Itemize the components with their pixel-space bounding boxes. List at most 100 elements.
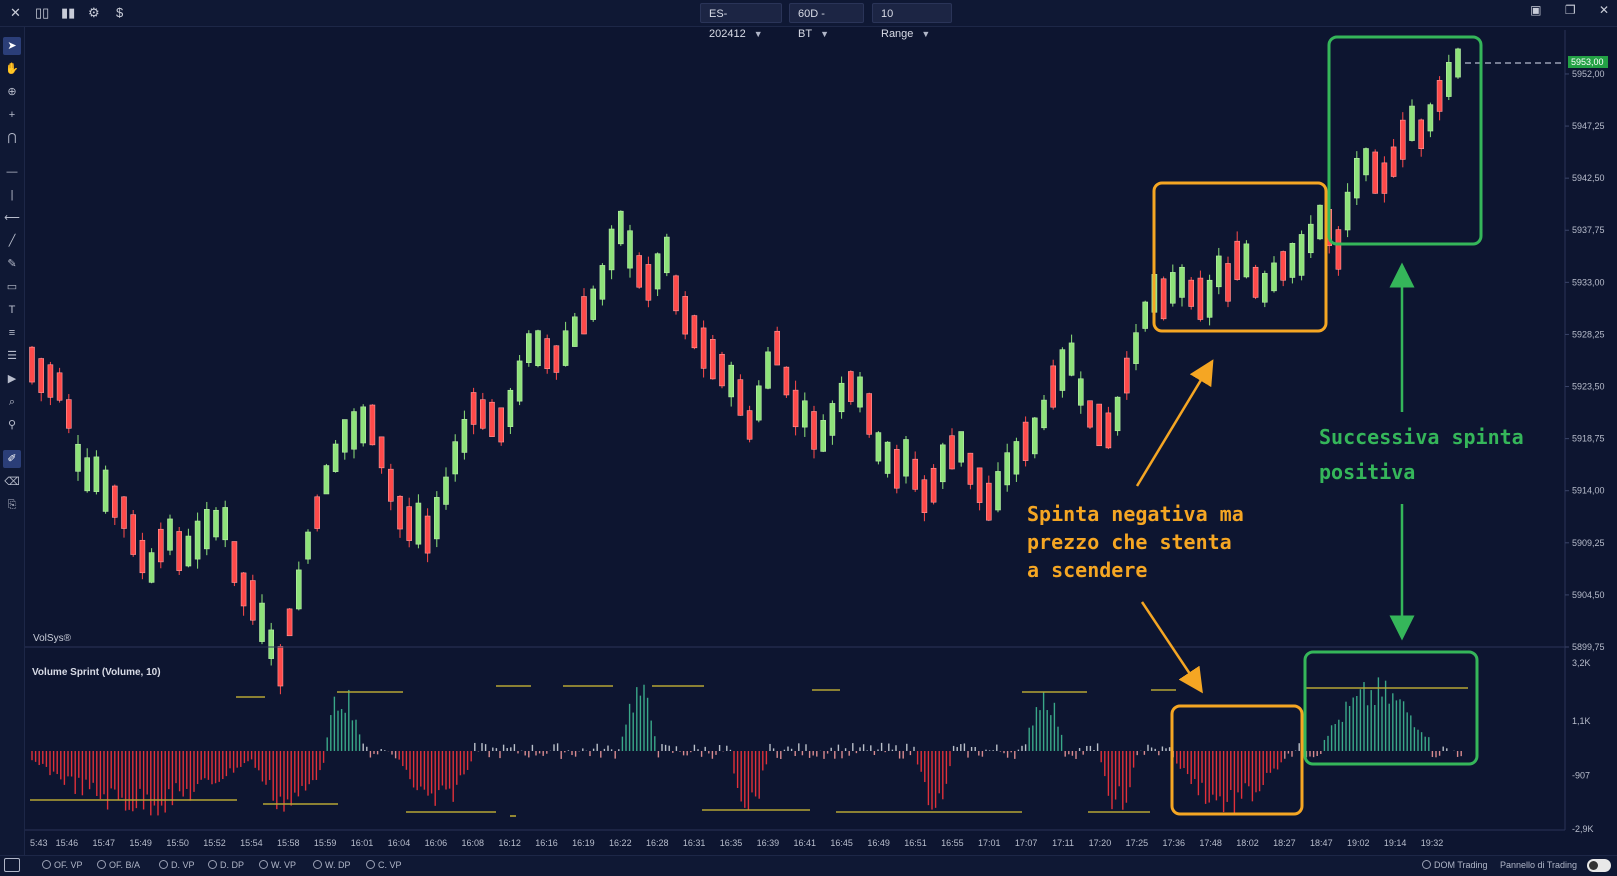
volume-tick-label: -2,9K: [1572, 824, 1594, 834]
bull-candle: [535, 330, 541, 366]
bear-candle: [636, 255, 643, 288]
horizontal-line-icon[interactable]: —: [6, 166, 18, 178]
bear-candle: [1022, 421, 1029, 461]
option-w-vp[interactable]: W. VP: [259, 860, 296, 870]
bear-candle: [121, 496, 127, 529]
drawing-toolbar: ➤ ✋ ⊕ + ⋂ — | ⟵ ╱ ✎ ▭ T ≡ ☰ ▶ ⌕ ⚲ ✐ ⌫ ⎘: [0, 27, 25, 855]
bear-candle: [553, 345, 560, 373]
bull-candle: [1032, 417, 1038, 455]
option-label: D. DP: [220, 860, 245, 870]
menu-icon[interactable]: ☰: [7, 350, 17, 362]
option-label: W. DP: [325, 860, 351, 870]
bear-candle: [277, 646, 284, 687]
option-w-dp[interactable]: W. DP: [313, 860, 351, 870]
symbol-dropdown[interactable]: ES-202412 ▼: [700, 3, 782, 40]
volume-tick-label: 1,1K: [1572, 716, 1591, 726]
time-tick-label: 15:50: [166, 838, 189, 848]
bull-candle: [525, 333, 532, 363]
bear-candle: [1252, 266, 1259, 298]
price-tick-label: 5928,25: [1572, 329, 1605, 339]
trend-line-icon[interactable]: ╱: [8, 235, 16, 247]
price-tick-label: 5909,25: [1572, 538, 1605, 548]
option-d-vp[interactable]: D. VP: [159, 860, 195, 870]
green-box-volume: [1303, 650, 1479, 766]
bull-candle: [332, 443, 339, 472]
timeframe-dropdown[interactable]: 60D - BT ▼: [789, 3, 864, 40]
scan-icon[interactable]: ⌕: [8, 396, 16, 408]
magnet-icon[interactable]: ⋂: [7, 132, 17, 144]
bear-candle: [1335, 229, 1342, 270]
crosshair-icon[interactable]: +: [8, 109, 16, 121]
bar-chart-icon[interactable]: ▮▮: [61, 5, 76, 20]
range-dropdown[interactable]: 10 Range ▼: [872, 3, 952, 40]
eraser-icon[interactable]: ⌫: [4, 476, 20, 488]
option-of-vp[interactable]: OF. VP: [42, 860, 83, 870]
bull-candle: [452, 441, 459, 475]
bear-candle: [1105, 412, 1112, 449]
columns-icon[interactable]: ▯▯: [35, 5, 50, 20]
bull-candle: [415, 502, 422, 545]
bull-candle: [259, 602, 265, 642]
maximize-icon[interactable]: ▣: [1530, 3, 1542, 17]
rectangle-icon[interactable]: ▭: [6, 281, 18, 293]
time-tick-label: 15:49: [129, 838, 152, 848]
time-tick-label: 15:54: [240, 838, 263, 848]
bull-candle: [1170, 272, 1176, 304]
ray-icon[interactable]: ⟵: [4, 212, 20, 224]
bull-candle: [1427, 104, 1434, 132]
time-tick-label: 16:55: [941, 838, 964, 848]
stamp-icon[interactable]: ⎘: [7, 499, 17, 511]
option-of-ba[interactable]: OF. B/A: [97, 860, 140, 870]
bull-candle: [1216, 255, 1222, 288]
volume-axis: 3,2K 1,1K -907 -2,9K: [1572, 658, 1594, 834]
time-tick-label: 17:20: [1089, 838, 1112, 848]
list-icon[interactable]: ≡: [8, 327, 16, 339]
bull-candle: [1068, 342, 1075, 376]
range-label: 10 Range: [881, 8, 914, 40]
vertical-line-icon[interactable]: |: [10, 189, 14, 201]
bear-candle: [746, 410, 753, 440]
search-settings-icon[interactable]: ⚲: [7, 419, 17, 431]
close-window-icon[interactable]: ✕: [1598, 3, 1609, 17]
brush-icon[interactable]: ✐: [3, 450, 21, 468]
bull-candle: [663, 236, 670, 274]
price-tick-label: 5899,75: [1572, 642, 1605, 652]
text-icon[interactable]: T: [8, 304, 16, 316]
radio-icon: [1422, 860, 1431, 869]
bull-candle: [939, 444, 946, 483]
bull-candle: [654, 253, 661, 290]
play-icon[interactable]: ▶: [7, 373, 17, 385]
bull-candle: [1409, 105, 1415, 141]
top-toolbar: ✕ ▯▯ ▮▮ ⚙ $ ES-202412 ▼ 60D - BT ▼ 10 Rang…: [0, 0, 1617, 40]
cursor-icon[interactable]: ➤: [3, 37, 21, 55]
option-label: OF. VP: [54, 860, 83, 870]
time-tick-label: 16:04: [388, 838, 411, 848]
option-c-vp[interactable]: C. VP: [366, 860, 402, 870]
bear-candle: [1225, 263, 1231, 302]
panel-icon[interactable]: [4, 858, 20, 872]
orange-box-volume: [1170, 704, 1304, 816]
volume-tick-label: -907: [1572, 770, 1590, 780]
time-tick-label: 18:02: [1236, 838, 1259, 848]
restore-icon[interactable]: ❐: [1564, 3, 1576, 17]
gear-icon[interactable]: ⚙: [88, 5, 100, 20]
bull-candle: [1133, 332, 1139, 364]
bear-candle: [112, 485, 118, 518]
bull-candle: [167, 518, 173, 551]
dollar-icon[interactable]: $: [116, 5, 124, 20]
dom-trading-option[interactable]: DOM Trading: [1422, 860, 1488, 870]
hand-icon[interactable]: ✋: [5, 63, 19, 75]
option-d-dp[interactable]: D. DP: [208, 860, 244, 870]
pencil-icon[interactable]: ✎: [7, 258, 17, 270]
bear-candle: [1160, 278, 1167, 320]
bear-candle: [424, 515, 431, 554]
bear-candle: [479, 399, 486, 429]
close-icon[interactable]: ✕: [10, 5, 21, 20]
panel-toggle[interactable]: [1587, 859, 1611, 872]
bear-candle: [581, 296, 587, 335]
bull-candle: [1271, 262, 1277, 292]
time-tick-label: 16:39: [757, 838, 780, 848]
zoom-icon[interactable]: ⊕: [7, 86, 17, 98]
price-tick-label: 5952,00: [1572, 69, 1605, 79]
